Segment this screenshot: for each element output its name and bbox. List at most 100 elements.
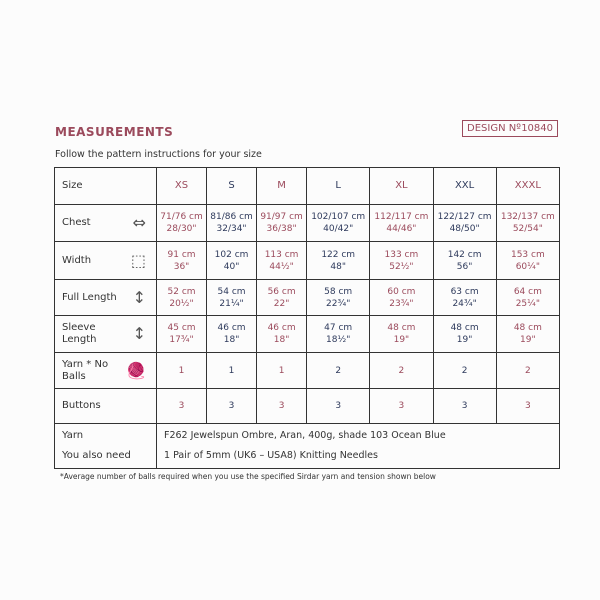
row-label: Buttons [62, 400, 101, 411]
cell-value: 63 cm [450, 286, 479, 297]
cell-value: 1 [178, 365, 185, 376]
table-cell: 3 [256, 388, 308, 424]
cell-value: 19" [456, 335, 473, 345]
instructions: Follow the pattern instructions for your… [55, 149, 262, 160]
cell-value: 60¼" [515, 261, 541, 272]
cell-value: 56 cm [267, 286, 296, 297]
table-row: Chest ⇔ 71/76 cm 28/30" 81/86 cm 32/34" 91/97 … [54, 204, 561, 242]
table-row: Width ⬚ 91 cm 36" 102 cm 40" 113 cm 44½" 122 cm 4… [54, 241, 561, 280]
table-cell: 71/76 cm 28/30" [155, 204, 208, 242]
cell-value: 44½" [269, 261, 294, 272]
table-cell: 2 [495, 352, 561, 389]
size-xl: XL [369, 167, 434, 205]
size-xxl: XXL [432, 167, 497, 205]
cell-value: 81/86 cm [210, 212, 253, 222]
cell-value: 21¼" [219, 298, 244, 309]
table-cell: 133 cm 52½" [369, 241, 434, 280]
cell-value: 48 cm [513, 323, 542, 333]
table-cell: 63 cm 24¾" [432, 279, 497, 316]
cell-value: 54 cm [217, 286, 246, 297]
table-cell: 153 cm 60¼" [495, 241, 561, 280]
size-l: L [306, 167, 371, 205]
cell-value: 1 [278, 365, 285, 376]
footnote: *Average number of balls required when y… [60, 472, 436, 481]
table-cell: 45 cm 17¾" [155, 315, 208, 353]
cell-value: 91 cm [167, 249, 196, 260]
cell-value: 18" [273, 335, 290, 345]
cell-value: 153 cm [510, 249, 545, 260]
cell-value: 52 cm [167, 286, 196, 297]
design-number-box: DESIGN Nº 10840 [462, 120, 558, 137]
table-cell: 56 cm 22" [256, 279, 308, 316]
cell-value: 58 cm [324, 286, 353, 297]
table-cell: 52 cm 20½" [155, 279, 208, 316]
table-cell: 112/117 cm 44/46" [369, 204, 434, 242]
cell-value: 3 [461, 401, 468, 411]
cell-value: 25¼" [515, 298, 541, 309]
cell-value: 122 cm [321, 249, 356, 260]
cell-value: 48/50" [449, 224, 480, 234]
cell-value: 102 cm [214, 249, 249, 260]
cell-value: 20½" [169, 298, 194, 309]
cell-value: 18½" [326, 335, 351, 345]
table-cell: 48 cm 19" [369, 315, 434, 353]
table-cell: 3 [306, 388, 371, 424]
table-cell: 64 cm 25¼" [495, 279, 561, 316]
table-cell: 122/127 cm 48/50" [432, 204, 497, 242]
cell-value: 3 [524, 401, 531, 411]
table-cell: 2 [432, 352, 497, 389]
table-cell: 54 cm 21¼" [206, 279, 258, 316]
table-cell: 102 cm 40" [206, 241, 258, 280]
table-cell: 58 cm 22¾" [306, 279, 371, 316]
design-number: 10840 [521, 123, 553, 134]
also-need-value: 1 Pair of 5mm (UK6 – USA8) Knitting Need… [164, 450, 378, 461]
cell-value: 46 cm [267, 323, 296, 333]
cell-value: 24¾" [452, 298, 477, 309]
cell-value: 102/107 cm [311, 212, 366, 222]
table-cell: 1 [206, 352, 258, 389]
cell-value: 132/137 cm [500, 212, 555, 222]
table-cell: 91/97 cm 36/38" [256, 204, 308, 242]
table-cell: 132/137 cm 52/54" [495, 204, 561, 242]
page-title: MEASUREMENTS [55, 125, 174, 139]
cell-value: 133 cm [384, 249, 419, 260]
row-label: Sleeve Length [62, 322, 97, 345]
cell-value: 18" [223, 335, 240, 345]
cardigan-length-icon: ↕ [132, 287, 146, 307]
size-xxxl: XXXL [495, 167, 561, 205]
table-row: Yarn * No Balls 🧶 1 1 1 2 2 2 2 [54, 352, 561, 389]
cell-value: 22" [273, 298, 290, 309]
table-cell: 46 cm 18" [256, 315, 308, 353]
table-cell: 3 [369, 388, 434, 424]
also-need-label: You also need [62, 450, 131, 461]
cell-value: 52/54" [512, 224, 543, 234]
cell-value: 36" [173, 261, 190, 272]
cell-value: 3 [398, 401, 405, 411]
cell-value: 3 [228, 401, 235, 411]
cell-value: 19" [393, 335, 410, 345]
cell-value: 2 [524, 365, 531, 376]
table-cell: 142 cm 56" [432, 241, 497, 280]
cell-value: 3 [278, 401, 285, 411]
cell-value: 3 [178, 401, 185, 411]
table-cell: 2 [369, 352, 434, 389]
table-cell: 91 cm 36" [155, 241, 208, 280]
cell-value: 1 [228, 365, 235, 376]
table-cell: 3 [206, 388, 258, 424]
cell-value: 142 cm [447, 249, 482, 260]
table-cell: 60 cm 23¾" [369, 279, 434, 316]
size-m: M [256, 167, 308, 205]
yarn-ball-icon: 🧶 [126, 360, 146, 380]
size-row: Size XS S M L XL XXL XXXL [54, 167, 561, 205]
table-cell: 46 cm 18" [206, 315, 258, 353]
cell-value: 23¾" [389, 298, 414, 309]
sleeve-length-icon: ↕ [132, 324, 146, 343]
cell-value: 2 [461, 365, 468, 376]
row-label: Width [62, 254, 92, 266]
table-cell: 122 cm 48" [306, 241, 371, 280]
table-cell: 48 cm 19" [495, 315, 561, 353]
table-cell: 2 [306, 352, 371, 389]
table-cell: 3 [155, 388, 208, 424]
table-cell: 47 cm 18½" [306, 315, 371, 353]
cardigan-width-icon: ⬚ [130, 250, 146, 270]
